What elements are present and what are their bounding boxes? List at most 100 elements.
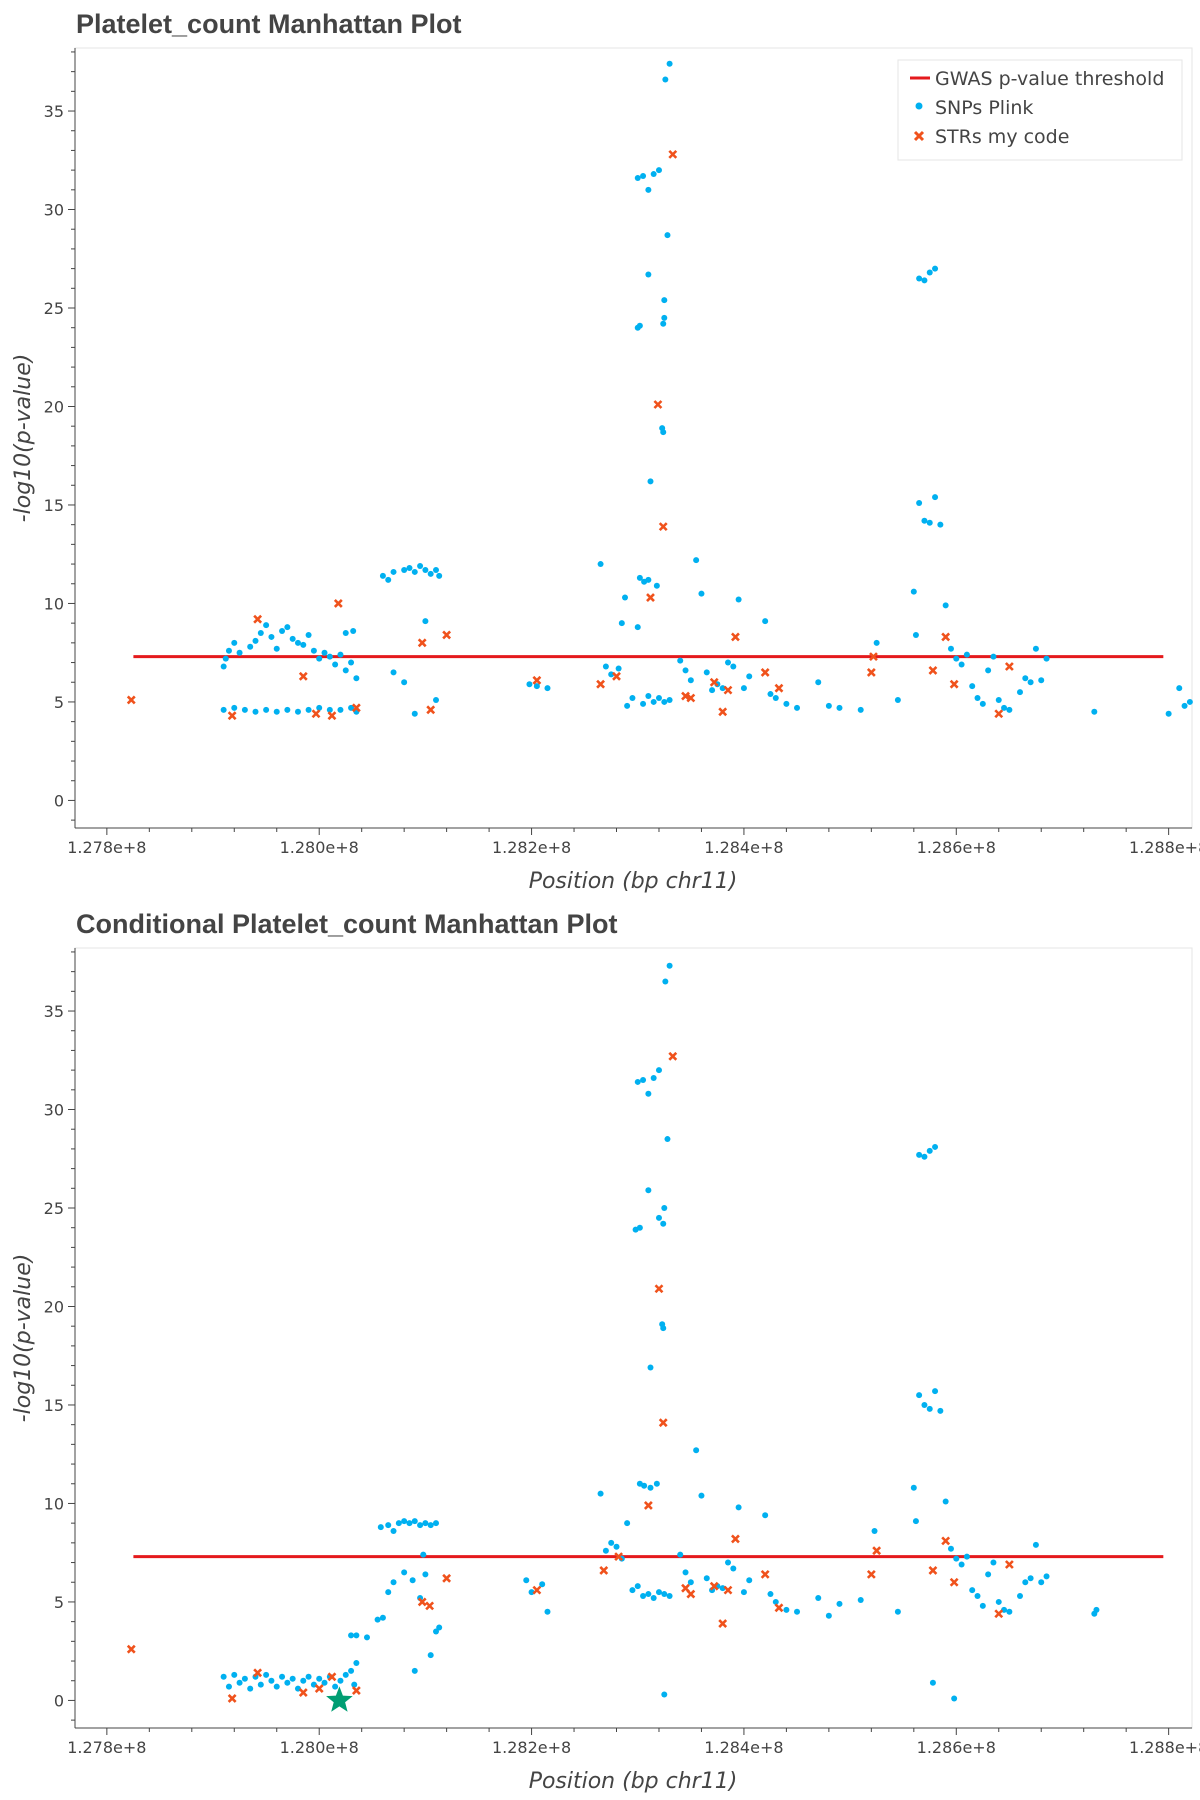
snp-point <box>528 1589 535 1596</box>
snp-point <box>772 1598 779 1605</box>
y-tick-label: 5 <box>54 1593 64 1612</box>
snp-point <box>916 1392 923 1399</box>
y-tick-label: 25 <box>44 1199 64 1218</box>
snp-point <box>794 1608 801 1615</box>
snp-point <box>279 628 286 635</box>
snp-point <box>284 1679 291 1686</box>
snp-point <box>608 671 615 678</box>
snp-point <box>687 677 694 684</box>
snp-point <box>602 663 609 670</box>
snp-point <box>921 1401 928 1408</box>
snp-point <box>422 1520 429 1527</box>
str-point <box>425 1601 435 1611</box>
snp-point <box>220 706 227 713</box>
snp-point <box>236 1679 243 1686</box>
snp-point <box>687 1579 694 1586</box>
str-point <box>351 703 361 713</box>
str-point <box>612 671 621 681</box>
snp-point <box>636 1224 643 1231</box>
x-tick-label: 1.288e+8 <box>1129 838 1200 857</box>
snp-point <box>624 702 631 709</box>
str-point <box>994 709 1004 719</box>
str-point <box>1004 662 1014 671</box>
snp-point <box>273 708 280 715</box>
snp-point <box>1001 704 1008 711</box>
str-point <box>654 1284 664 1294</box>
str-point <box>723 1585 733 1595</box>
snp-point <box>321 1679 328 1686</box>
snp-point <box>645 271 652 278</box>
legend-snps-swatch <box>915 102 923 110</box>
snp-point <box>390 1579 397 1586</box>
snp-point <box>411 1518 418 1525</box>
snp-point <box>974 1593 981 1600</box>
snp-point <box>622 594 629 601</box>
snp-point <box>348 704 355 711</box>
snp-point <box>544 1608 551 1615</box>
snp-point <box>634 624 641 631</box>
snp-point <box>655 167 662 174</box>
str-point <box>709 677 719 687</box>
x-tick-label: 1.282e+8 <box>492 1738 571 1757</box>
str-point <box>774 1603 784 1613</box>
str-point <box>686 1589 696 1599</box>
snp-point <box>225 1683 232 1690</box>
str-point <box>941 1536 951 1546</box>
str-point <box>442 1573 452 1583</box>
snp-point <box>526 681 533 688</box>
snp-point <box>533 683 540 690</box>
str-point <box>227 711 237 721</box>
snp-point <box>353 675 360 682</box>
snp-point <box>1016 1593 1023 1600</box>
legend-strs-label: STRs my code <box>935 126 1069 148</box>
snp-point <box>337 706 344 713</box>
snp-point <box>257 1681 264 1688</box>
snp-point <box>241 706 248 713</box>
snp-point <box>926 1147 933 1154</box>
snp-point <box>231 704 238 711</box>
snp-point <box>222 655 229 662</box>
snp-point <box>857 706 864 713</box>
snp-point <box>698 590 705 597</box>
snp-point <box>247 1685 254 1692</box>
snp-point <box>921 277 928 284</box>
snp-point <box>422 618 429 625</box>
str-point <box>351 1686 361 1695</box>
snp-point <box>247 643 254 650</box>
snp-point <box>942 1498 949 1505</box>
snp-point <box>664 232 671 239</box>
snp-point <box>263 706 270 713</box>
snp-point <box>379 1614 386 1621</box>
snp-point <box>655 1067 662 1074</box>
snp-point <box>693 1447 700 1454</box>
str-point <box>718 1619 728 1629</box>
snp-point <box>660 320 667 327</box>
snp-point <box>825 1612 832 1619</box>
snp-point <box>634 1078 641 1085</box>
y-tick-label: 0 <box>54 1691 64 1710</box>
snp-point <box>647 1364 654 1371</box>
snp-point <box>385 1522 392 1529</box>
snp-point <box>703 1575 710 1582</box>
snp-point <box>300 641 307 648</box>
snp-point <box>629 695 636 701</box>
y-axis-label: -log10(p-value) <box>11 1254 36 1423</box>
x-tick-label: 1.280e+8 <box>280 1738 359 1757</box>
snp-point <box>263 622 270 629</box>
snp-point <box>767 691 774 698</box>
snp-point <box>1038 677 1045 684</box>
snp-point <box>401 1518 408 1525</box>
snp-point <box>660 1325 667 1332</box>
snp-point <box>969 1587 976 1594</box>
snp-point <box>762 1512 769 1519</box>
snp-point <box>523 1577 530 1584</box>
str-point <box>532 1585 542 1595</box>
snp-point <box>427 1652 434 1659</box>
snp-point <box>894 1608 901 1615</box>
str-point <box>126 695 136 705</box>
str-point <box>253 1668 263 1678</box>
snp-point <box>241 1675 248 1682</box>
x-tick-label: 1.278e+8 <box>67 1738 146 1757</box>
snp-point <box>662 76 669 83</box>
y-tick-label: 15 <box>44 496 64 515</box>
